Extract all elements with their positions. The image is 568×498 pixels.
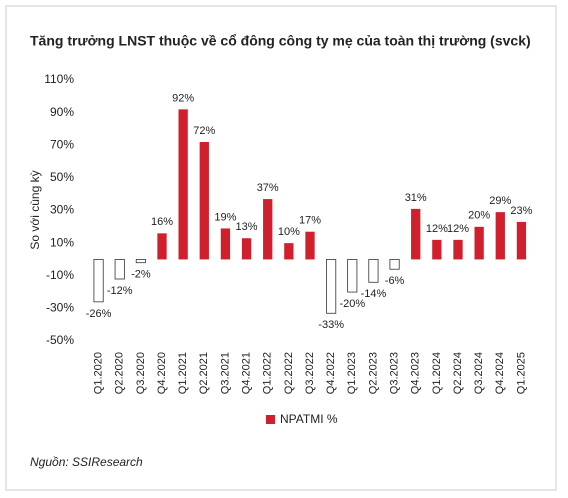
value-label: -20% [339, 298, 365, 310]
value-label: -6% [385, 275, 405, 287]
y-tick-label: -10% [46, 268, 74, 282]
value-label: 92% [172, 92, 194, 104]
bar [178, 109, 188, 260]
x-tick-label: Q3.2024 [473, 352, 485, 394]
bar [516, 221, 527, 260]
chart-title: Tăng trưởng LNST thuộc về cổ đông công t… [30, 33, 531, 49]
x-tick-label: Q2.2020 [114, 352, 126, 394]
value-label: 19% [214, 211, 236, 223]
bar [411, 208, 421, 260]
y-tick-label: 30% [50, 203, 74, 217]
bar [453, 239, 463, 260]
y-tick-label: -50% [46, 333, 74, 347]
y-tick-label: 90% [50, 105, 74, 119]
bar [432, 239, 442, 260]
y-tick-label: 10% [50, 235, 74, 249]
x-tick-label: Q2.2021 [198, 352, 210, 394]
bar [347, 259, 358, 293]
y-tick-label: 70% [50, 137, 74, 151]
value-label: 13% [236, 221, 258, 233]
y-axis-label: So với cùng kỳ [28, 170, 42, 249]
bar [135, 259, 146, 264]
value-label: -12% [107, 285, 133, 297]
value-label: 31% [405, 192, 427, 204]
x-tick-label: Q4.2022 [325, 352, 337, 394]
x-tick-label: Q4.2020 [156, 352, 168, 394]
bar [263, 199, 273, 260]
x-tick-label: Q1.2021 [177, 352, 189, 394]
x-tick-label: Q1.2025 [515, 352, 527, 394]
bar [199, 141, 209, 260]
x-tick-label: Q1.2024 [431, 352, 443, 394]
bar [157, 233, 167, 260]
bar [114, 259, 125, 280]
value-label: 20% [468, 210, 490, 222]
value-label: 23% [510, 205, 532, 217]
x-tick-label: Q1.2022 [262, 352, 274, 394]
value-label: 17% [299, 215, 321, 227]
legend-label: NPATMI % [280, 412, 338, 426]
bar [368, 259, 379, 283]
value-label: -2% [131, 269, 151, 281]
x-tick-label: Q4.2021 [240, 352, 252, 394]
x-tick-label: Q1.2020 [92, 352, 104, 394]
bar [284, 243, 294, 260]
bar [305, 231, 315, 260]
bar [93, 259, 104, 303]
x-tick-label: Q3.2020 [135, 352, 147, 394]
y-tick-label: 50% [50, 170, 74, 184]
value-label: 72% [193, 125, 215, 137]
source: Nguồn: SSIResearch [30, 455, 143, 469]
x-tick-label: Q2.2022 [283, 352, 295, 394]
bar [389, 259, 400, 270]
x-tick-label: Q1.2023 [346, 352, 358, 394]
x-tick-label: Q3.2022 [304, 352, 316, 394]
x-tick-label: Q3.2023 [388, 352, 400, 394]
x-tick-label: Q2.2023 [367, 352, 379, 394]
frame [5, 5, 557, 491]
bar [220, 228, 231, 260]
x-tick-label: Q4.2024 [494, 352, 506, 394]
value-label: 12% [426, 223, 448, 235]
value-label: 16% [151, 216, 173, 228]
value-label: -33% [318, 319, 344, 331]
bar [474, 226, 484, 260]
x-tick-label: Q3.2021 [219, 352, 231, 394]
value-label: 37% [257, 182, 279, 194]
value-label: 10% [278, 226, 300, 238]
value-label: 29% [489, 195, 511, 207]
x-tick-label: Q2.2024 [452, 352, 464, 394]
y-tick-label: 110% [44, 72, 74, 86]
bar [495, 212, 505, 260]
bar [241, 238, 252, 260]
x-tick-label: Q4.2023 [410, 352, 422, 394]
bar [326, 259, 337, 314]
value-label: -14% [361, 288, 387, 300]
y-tick-label: -30% [46, 301, 74, 315]
value-label: -26% [86, 308, 112, 320]
value-label: 12% [447, 223, 469, 235]
legend-swatch [266, 415, 275, 424]
